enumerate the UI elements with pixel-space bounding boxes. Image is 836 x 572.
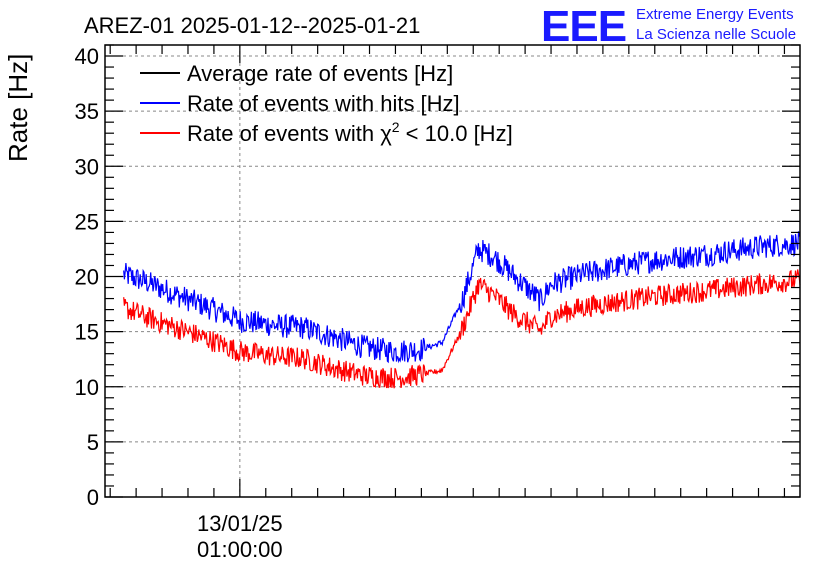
eee-logo: EEE Extreme Energy Events La Scienza nel… [541,2,796,51]
y-tick-label: 0 [87,485,99,510]
y-tick-label: 40 [75,44,99,69]
y-tick-label: 35 [75,99,99,124]
logo-line-1: Extreme Energy Events [636,6,794,23]
grid-lines [105,45,800,497]
legend: Average rate of events [Hz] Rate of event… [140,61,513,146]
y-tick-label: 25 [75,209,99,234]
legend-label-1: Rate of events with hits [Hz] [187,91,460,116]
y-tick-label: 30 [75,154,99,179]
y-tick-label: 20 [75,265,99,290]
axes: 051015202530354013/01/2501:00:0020/01/25… [75,44,801,562]
x-tick-label-date: 13/01/25 [197,511,283,536]
series-line-1 [123,231,801,364]
x-tick-label-time: 01:00:00 [197,537,283,562]
y-tick-label: 10 [75,375,99,400]
logo-line-2: La Scienza nelle Scuole [636,26,796,43]
plot-frame [104,44,801,498]
series-line-2 [123,269,801,389]
y-tick-label: 15 [75,320,99,345]
logo-letters: EEE [541,2,626,51]
legend-label-2: Rate of events with χ2 < 10.0 [Hz] [187,119,513,146]
y-axis-title: Rate [Hz] [3,54,33,162]
y-tick-label: 5 [87,430,99,455]
legend-label-0: Average rate of events [Hz] [187,61,453,86]
chart-title: AREZ-01 2025-01-12--2025-01-21 [84,13,420,38]
series-layer [123,231,801,389]
